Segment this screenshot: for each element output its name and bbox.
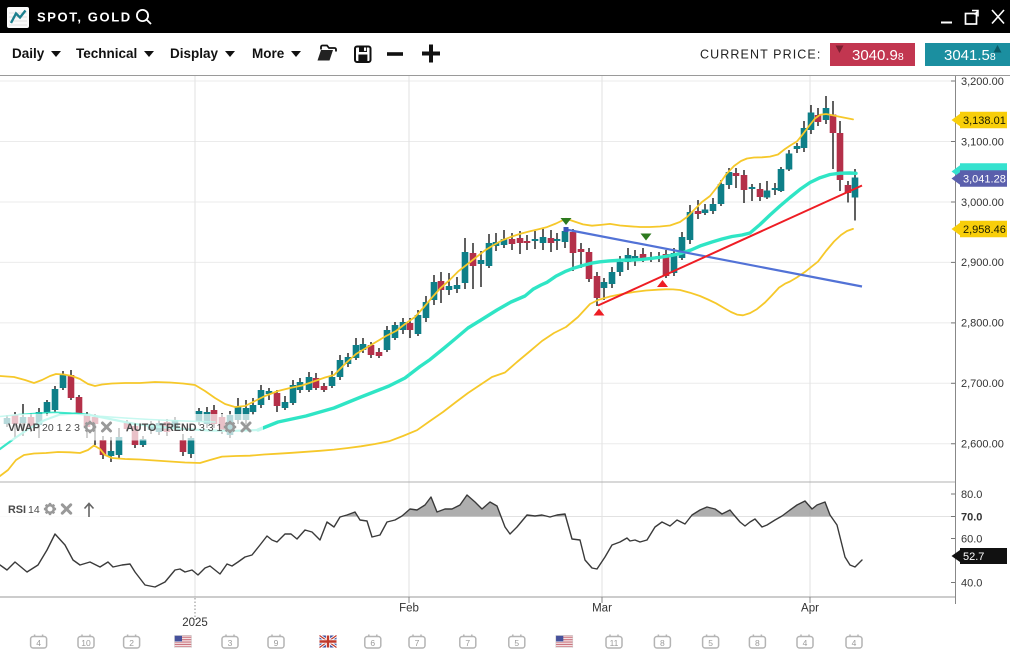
svg-text:CURRENT PRICE:: CURRENT PRICE:: [700, 48, 821, 62]
svg-text:3041.58: 3041.58: [944, 47, 996, 64]
svg-text:6: 6: [370, 638, 375, 648]
svg-text:4: 4: [36, 638, 41, 648]
svg-text:8: 8: [755, 638, 760, 648]
svg-text:4: 4: [803, 638, 808, 648]
svg-text:3: 3: [228, 638, 233, 648]
svg-text:40.0: 40.0: [961, 577, 982, 589]
svg-text:Apr: Apr: [801, 603, 819, 615]
svg-text:AUTO TREND: AUTO TREND: [126, 422, 197, 434]
svg-text:Mar: Mar: [592, 603, 612, 615]
svg-text:60.0: 60.0: [961, 533, 982, 545]
svg-text:80.0: 80.0: [961, 489, 982, 501]
svg-text:7: 7: [465, 638, 470, 648]
svg-text:14: 14: [28, 504, 40, 516]
svg-text:3,100.00: 3,100.00: [961, 136, 1004, 148]
svg-text:SPOT, GOLD: SPOT, GOLD: [37, 10, 132, 25]
svg-text:2,900.00: 2,900.00: [961, 257, 1004, 269]
svg-text:11: 11: [610, 638, 619, 648]
svg-text:3 3 1: 3 3 1: [199, 422, 223, 434]
svg-text:Feb: Feb: [399, 603, 419, 615]
svg-text:5: 5: [708, 638, 713, 648]
svg-text:70.0: 70.0: [961, 511, 982, 523]
svg-text:20 1 2 3: 20 1 2 3: [42, 422, 80, 434]
svg-text:2: 2: [129, 638, 134, 648]
svg-text:10: 10: [81, 638, 91, 648]
svg-text:2025: 2025: [182, 617, 208, 629]
svg-text:4: 4: [852, 638, 857, 648]
svg-text:RSI: RSI: [8, 504, 26, 516]
svg-text:52.7: 52.7: [963, 551, 984, 563]
svg-text:2,700.00: 2,700.00: [961, 378, 1004, 390]
svg-text:3,041.28: 3,041.28: [963, 174, 1006, 186]
svg-text:5: 5: [514, 638, 519, 648]
svg-text:7: 7: [415, 638, 420, 648]
svg-text:3,000.00: 3,000.00: [961, 197, 1004, 209]
svg-text:VWAP: VWAP: [8, 422, 40, 434]
svg-text:2,958.46: 2,958.46: [963, 224, 1006, 236]
svg-text:3,138.01: 3,138.01: [963, 115, 1006, 127]
svg-text:2,800.00: 2,800.00: [961, 318, 1004, 330]
svg-text:3040.98: 3040.98: [852, 47, 904, 64]
svg-text:3,200.00: 3,200.00: [961, 76, 1004, 88]
svg-text:8: 8: [660, 638, 665, 648]
svg-text:2,600.00: 2,600.00: [961, 439, 1004, 451]
svg-text:9: 9: [274, 638, 279, 648]
